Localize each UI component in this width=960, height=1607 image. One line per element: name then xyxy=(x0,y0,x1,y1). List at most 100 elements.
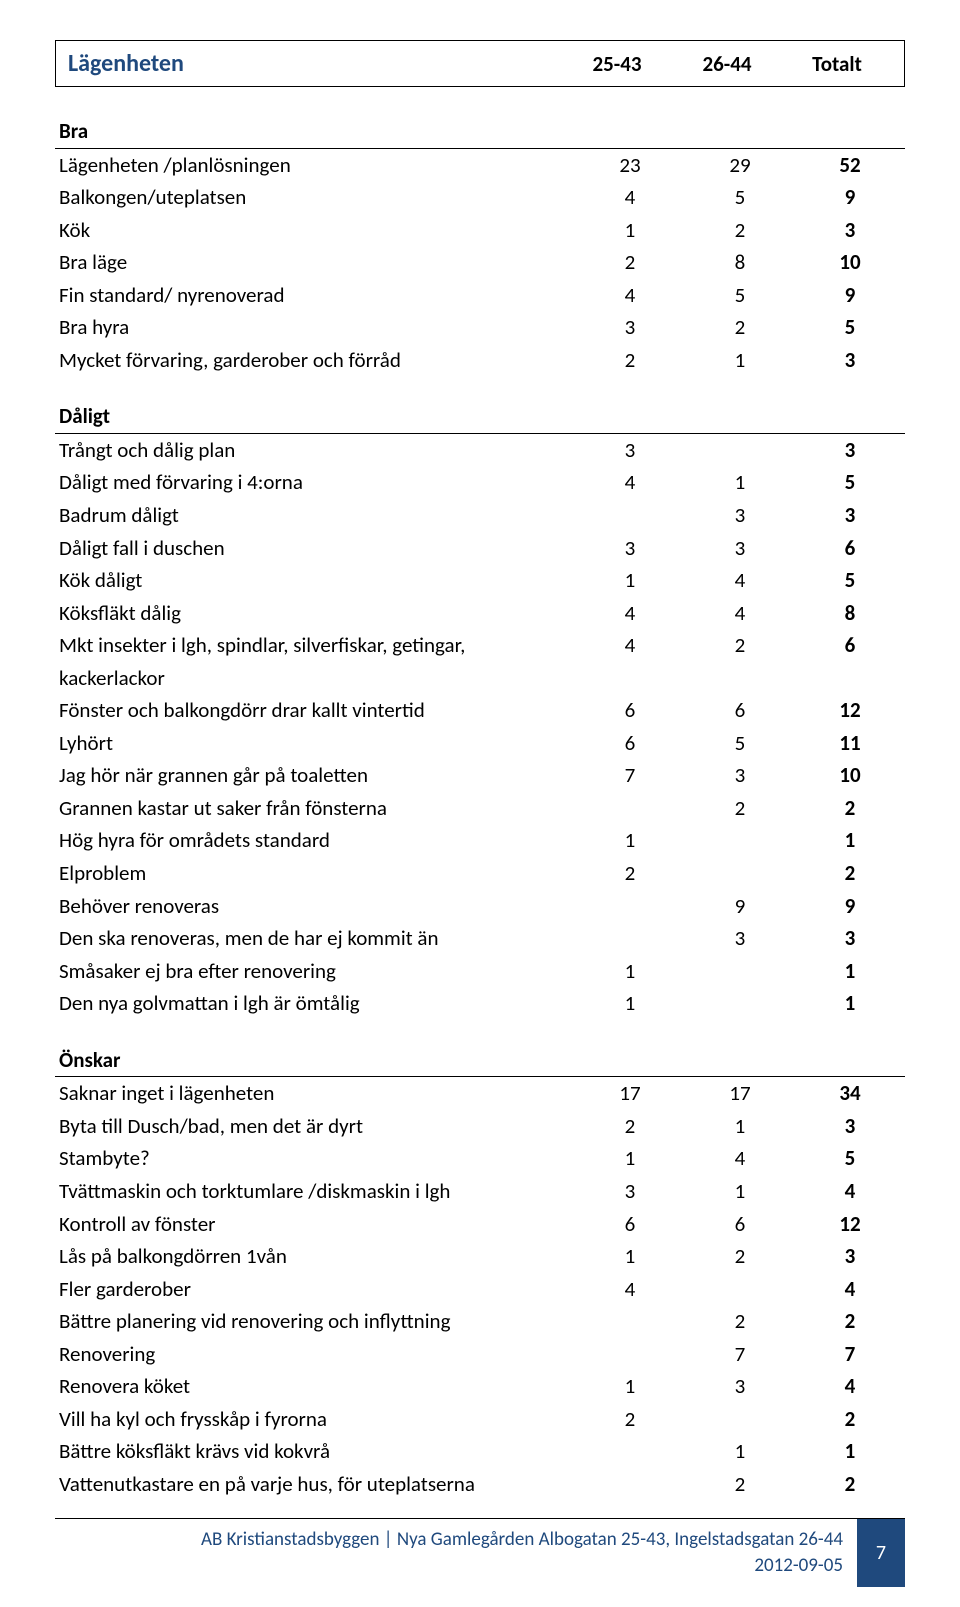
row-col2: 6 xyxy=(685,694,795,727)
table-row: Mkt insekter i lgh, spindlar, silverfisk… xyxy=(55,629,905,694)
row-label: Balkongen/uteplatsen xyxy=(55,181,575,214)
row-col3: 9 xyxy=(795,279,905,312)
row-label: Trångt och dålig plan xyxy=(55,433,575,466)
row-label: Hög hyra för områdets standard xyxy=(55,824,575,857)
row-col2: 29 xyxy=(685,148,795,181)
row-col2 xyxy=(685,1403,795,1436)
footer: AB Kristianstadsbyggen | Nya Gamlegården… xyxy=(55,1518,905,1586)
row-col2: 3 xyxy=(685,1370,795,1403)
row-col2: 2 xyxy=(685,792,795,825)
page-title: Lägenheten xyxy=(68,49,562,78)
row-col1: 4 xyxy=(575,597,685,630)
row-col3: 6 xyxy=(795,629,905,694)
table-row: Lyhört6511 xyxy=(55,727,905,760)
row-col1: 4 xyxy=(575,466,685,499)
table-row: Trångt och dålig plan33 xyxy=(55,433,905,466)
row-col1: 23 xyxy=(575,148,685,181)
column-header-2: 26-44 xyxy=(672,51,782,77)
table-row: Hög hyra för områdets standard11 xyxy=(55,824,905,857)
row-col1: 3 xyxy=(575,433,685,466)
row-col3: 5 xyxy=(795,1142,905,1175)
row-col2: 1 xyxy=(685,1175,795,1208)
row-label: Tvättmaskin och torktumlare /diskmaskin … xyxy=(55,1175,575,1208)
row-col1: 1 xyxy=(575,1370,685,1403)
row-col3: 4 xyxy=(795,1370,905,1403)
row-col2: 4 xyxy=(685,564,795,597)
row-col3: 3 xyxy=(795,344,905,377)
row-col1: 2 xyxy=(575,344,685,377)
table-row: Tvättmaskin och torktumlare /diskmaskin … xyxy=(55,1175,905,1208)
footer-line1: AB Kristianstadsbyggen | Nya Gamlegården… xyxy=(201,1528,843,1551)
page-number: 7 xyxy=(857,1519,905,1586)
row-col2 xyxy=(685,824,795,857)
row-label: Bra hyra xyxy=(55,311,575,344)
row-col2: 2 xyxy=(685,214,795,247)
row-col2: 7 xyxy=(685,1338,795,1371)
row-label: Behöver renoveras xyxy=(55,890,575,923)
row-col2: 2 xyxy=(685,1305,795,1338)
row-label: Grannen kastar ut saker från fönsterna xyxy=(55,792,575,825)
row-col3: 12 xyxy=(795,1208,905,1241)
row-col3: 4 xyxy=(795,1273,905,1306)
row-label: Renovering xyxy=(55,1338,575,1371)
row-col1: 2 xyxy=(575,1110,685,1143)
row-col1: 1 xyxy=(575,1240,685,1273)
row-col2: 4 xyxy=(685,597,795,630)
row-col2: 3 xyxy=(685,759,795,792)
row-col1 xyxy=(575,890,685,923)
row-label: Fin standard/ nyrenoverad xyxy=(55,279,575,312)
row-col2: 1 xyxy=(685,466,795,499)
row-col3: 3 xyxy=(795,1110,905,1143)
row-col1: 3 xyxy=(575,532,685,565)
row-label: Kontroll av fönster xyxy=(55,1208,575,1241)
table-row: Badrum dåligt33 xyxy=(55,499,905,532)
table-row: Fin standard/ nyrenoverad459 xyxy=(55,279,905,312)
row-col3: 7 xyxy=(795,1338,905,1371)
row-col2: 5 xyxy=(685,181,795,214)
table-row: Kontroll av fönster6612 xyxy=(55,1208,905,1241)
table-row: Dåligt med förvaring i 4:orna415 xyxy=(55,466,905,499)
row-label: Bra läge xyxy=(55,246,575,279)
table-row: Fönster och balkongdörr drar kallt vinte… xyxy=(55,694,905,727)
row-col3: 2 xyxy=(795,1403,905,1436)
table-row: Kök dåligt145 xyxy=(55,564,905,597)
row-col3: 3 xyxy=(795,433,905,466)
row-col1: 6 xyxy=(575,727,685,760)
row-col1: 2 xyxy=(575,857,685,890)
row-label: Bättre köksfläkt krävs vid kokvrå xyxy=(55,1435,575,1468)
row-col1: 1 xyxy=(575,824,685,857)
table-row: Bättre köksfläkt krävs vid kokvrå11 xyxy=(55,1435,905,1468)
row-label: Lägenheten /planlösningen xyxy=(55,148,575,181)
row-col1: 7 xyxy=(575,759,685,792)
row-col2: 3 xyxy=(685,532,795,565)
row-col2: 3 xyxy=(685,499,795,532)
table-row: Vill ha kyl och frysskåp i fyrorna22 xyxy=(55,1403,905,1436)
row-col3: 3 xyxy=(795,922,905,955)
section-heading: Bra xyxy=(55,115,905,148)
row-col2: 9 xyxy=(685,890,795,923)
row-col2: 1 xyxy=(685,1110,795,1143)
row-col3: 10 xyxy=(795,246,905,279)
row-label: Vill ha kyl och frysskåp i fyrorna xyxy=(55,1403,575,1436)
row-col3: 2 xyxy=(795,792,905,825)
row-col3: 3 xyxy=(795,1240,905,1273)
row-col1 xyxy=(575,922,685,955)
table-row: Renovera köket134 xyxy=(55,1370,905,1403)
row-label: Mycket förvaring, garderober och förråd xyxy=(55,344,575,377)
row-label: Lås på balkongdörren 1vån xyxy=(55,1240,575,1273)
row-col3: 3 xyxy=(795,499,905,532)
row-col1: 6 xyxy=(575,694,685,727)
table-row: Småsaker ej bra efter renovering11 xyxy=(55,955,905,988)
row-col2: 1 xyxy=(685,1435,795,1468)
row-label: Vattenutkastare en på varje hus, för ute… xyxy=(55,1468,575,1501)
table-row: Dåligt fall i duschen336 xyxy=(55,532,905,565)
row-col1: 1 xyxy=(575,564,685,597)
row-col2: 17 xyxy=(685,1077,795,1110)
row-col2: 6 xyxy=(685,1208,795,1241)
table-row: Bra läge2810 xyxy=(55,246,905,279)
row-col3: 3 xyxy=(795,214,905,247)
row-col1: 1 xyxy=(575,1142,685,1175)
row-col1: 4 xyxy=(575,1273,685,1306)
row-label: Byta till Dusch/bad, men det är dyrt xyxy=(55,1110,575,1143)
row-col1: 2 xyxy=(575,246,685,279)
